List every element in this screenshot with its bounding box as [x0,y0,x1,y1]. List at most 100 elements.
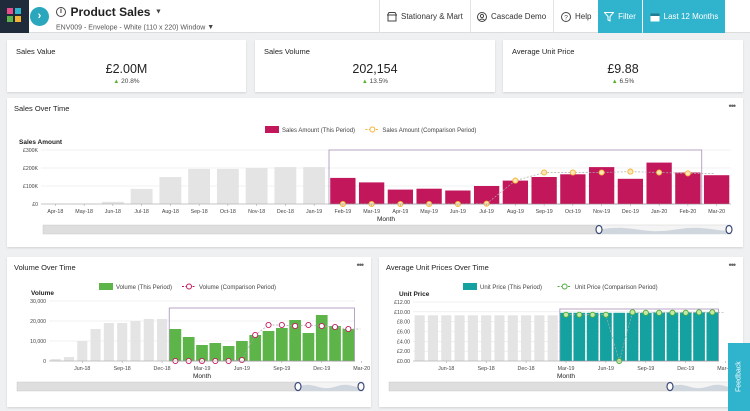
x-tick-label: Sep-19 [536,209,553,215]
legend-label: Unit Price (This Period) [480,285,542,291]
navigator-handle[interactable] [595,224,603,235]
y-tick-label: 30,000 [30,299,46,305]
divider [470,0,471,33]
history-bar [77,341,88,361]
logo[interactable] [0,0,29,33]
data-bar [573,312,586,361]
y-tick-label: £6.00 [397,330,410,336]
kpi-change-value: 13.5% [369,78,389,85]
data-bar [653,312,665,361]
comparison-point [629,309,636,316]
x-tick-label: Jun-18 [438,366,454,372]
navigator-mask [17,382,298,391]
panel-title: Sales Over Time [14,104,70,113]
comparison-point [598,169,605,176]
x-tick-label: Jun-18 [74,366,90,372]
y-tick-label: £0 [32,202,38,208]
info-icon[interactable]: i [56,6,66,17]
user-icon [477,11,487,22]
data-bar [675,172,701,204]
x-tick-label: Sep-18 [191,209,208,215]
navigator-handle[interactable] [725,224,733,235]
navigator-handle[interactable] [294,381,302,392]
history-bar [303,167,326,204]
data-bar [416,188,442,204]
expand-nav-button[interactable]: › [30,7,49,26]
kpi-change-value: 20.8% [121,78,140,85]
x-tick-label: Jul-18 [134,209,148,215]
navigator-handle[interactable] [357,381,365,392]
x-axis-label: Month [193,373,211,380]
history-bar [441,315,452,361]
legend-label: Unit Price (Comparison Period) [575,285,658,291]
history-bar [103,323,114,361]
chevron-right-icon: › [37,10,42,22]
feedback-button[interactable]: Feedback [728,343,750,411]
comparison-point [682,309,689,316]
comparison-point [656,169,663,176]
chevron-down-icon: ▼ [207,24,215,31]
data-bar [445,190,471,204]
data-bar [315,315,328,361]
filter-button[interactable]: Filter [598,0,642,33]
more-options-icon[interactable]: ••• [728,260,737,270]
user-menu[interactable]: Cascade Demo [477,0,546,33]
comparison-point [345,325,352,333]
legend-swatch-this-period [99,283,113,290]
comparison-point [292,322,299,330]
comparison-point [684,170,691,177]
data-bar [342,329,355,361]
comparison-point [709,309,716,316]
comparison-point [483,200,490,207]
history-bar [245,168,268,204]
period-button[interactable]: Last 12 Months [643,0,725,33]
panel-title: Volume Over Time [14,263,76,272]
average-unit-prices-chart: Unit Price £0.00 £2.00 £4.00 £6.00 £8.00 £10.0… [388,283,737,392]
history-bar [414,315,425,361]
feedback-label: Feedback [735,361,743,393]
more-options-icon[interactable]: ••• [356,260,365,270]
comparison-point [576,311,583,318]
volume-over-time-chart: Volume 0 10,000 20,000 30,000 Jun-18 Sep-18 Dec… [16,283,370,392]
x-axis-label: Month [557,373,575,380]
x-tick-label: Jan-20 [651,209,667,215]
comparison-point [642,309,649,316]
help-button[interactable]: ? Help [561,0,591,33]
comparison-point [669,309,676,316]
legend-label: Volume (Comparison Period) [199,285,276,291]
more-options-icon[interactable]: ••• [728,101,737,111]
x-tick-label: Apr-19 [392,209,408,215]
history-bar [494,315,505,361]
company-selector[interactable]: Stationary & Mart [387,0,463,33]
legend-marker-comparison [561,283,568,290]
history-bar [216,168,239,204]
x-tick-label: Dec-18 [154,366,171,372]
logo-icon [7,8,21,22]
x-tick-label: May-19 [420,209,438,215]
data-bar [222,346,235,361]
data-bar [679,312,692,361]
page-title[interactable]: Product Sales [70,4,151,19]
kpi-card-sales-volume: Sales Volume 202,154 ▲ 13.5% [255,40,495,92]
navigator-handle[interactable] [666,381,674,392]
data-bar [600,312,612,361]
y-axis-label: Volume [31,290,54,297]
history-bar [143,319,154,361]
volume-over-time-panel: Volume Over Time ••• Volume 0 10,000 20,000… [7,257,371,407]
y-axis-label: Sales Amount [19,139,63,146]
data-bar [329,326,341,361]
history-bar [467,315,478,361]
x-tick-label: Dec-19 [313,366,330,372]
y-tick-label: 20,000 [30,319,46,325]
history-bar [454,315,465,361]
data-bar [531,177,557,204]
navigator-sparkline [298,384,363,391]
title-dropdown-icon[interactable]: ▼ [154,8,162,16]
data-bar [693,312,705,361]
kpi-card-average-unit-price: Average Unit Price £9.88 ▲ 6.5% [503,40,743,92]
data-bar [626,312,639,361]
product-selector[interactable]: ENV009 - Envelope - White (110 x 220) Wi… [56,24,214,31]
kpi-label: Sales Value [16,47,56,56]
data-bar [196,345,208,361]
y-tick-label: £100K [23,184,39,190]
